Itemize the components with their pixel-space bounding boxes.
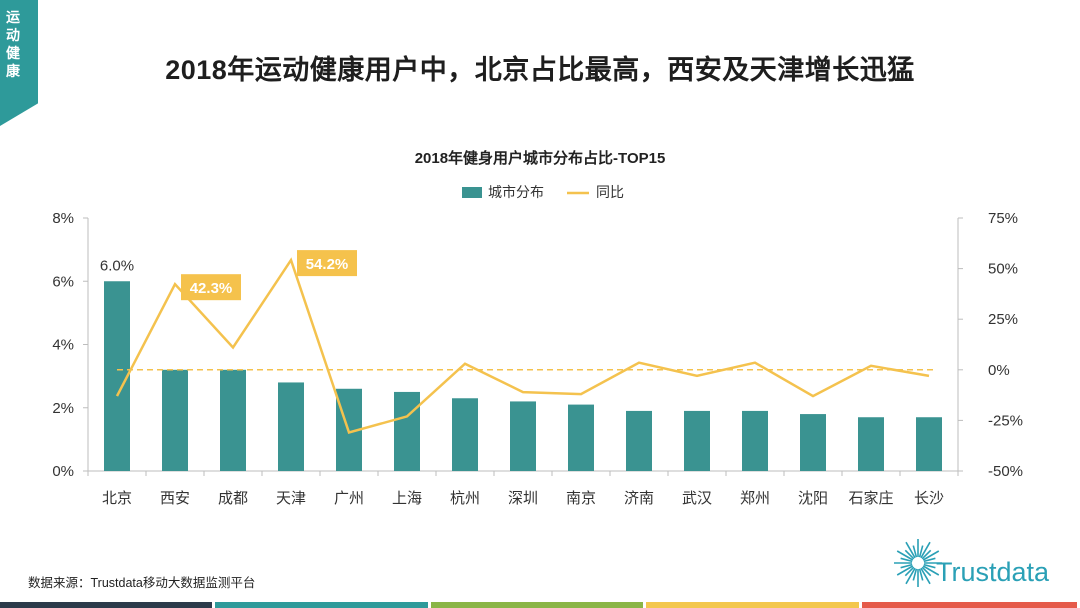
bar [510, 401, 536, 471]
section-tag [0, 0, 38, 126]
combo-chart: 2018年健身用户城市分布占比-TOP15 城市分布 同比 0% 2% 4% 6% 8% -50… [52, 149, 1023, 507]
logo-ray [920, 567, 931, 585]
category-label: 成都 [218, 490, 248, 507]
right-tick-label: -25% [988, 412, 1023, 429]
bar [684, 410, 710, 471]
category-label: 广州 [334, 490, 364, 507]
trustdata-logo-icon [894, 539, 942, 587]
category-label: 武汉 [682, 490, 712, 507]
category-label: 长沙 [914, 490, 944, 507]
section-tag-label: 运动健康 [6, 9, 20, 79]
line-data-label: 54.2% [306, 256, 349, 273]
footer-segment-1 [0, 602, 213, 608]
category-label: 杭州 [450, 490, 480, 507]
logo-ray [912, 568, 918, 581]
logo-ray [922, 550, 940, 561]
category-label: 济南 [624, 490, 654, 507]
line-data-label: 42.3% [190, 280, 233, 297]
footer-segment-3 [430, 602, 644, 608]
legend-swatch-bar [462, 187, 482, 198]
bar [742, 410, 768, 471]
footer-segment-2 [215, 602, 428, 608]
bar [800, 414, 826, 471]
logo-ray [912, 545, 918, 558]
trustdata-logo-text: Trustdata [936, 557, 1050, 587]
logo-ray [896, 550, 914, 561]
right-tick-label: 75% [988, 210, 1018, 227]
category-label: 沈阳 [798, 490, 828, 507]
left-tick-label: 6% [52, 273, 74, 290]
footer-segment-4 [646, 602, 859, 608]
logo-ray [920, 541, 931, 559]
right-tick-label: -50% [988, 463, 1023, 480]
category-label: 上海 [392, 490, 422, 507]
legend-label-bar: 城市分布 [488, 184, 544, 200]
logo-ray [900, 557, 913, 563]
category-label: 南京 [566, 490, 596, 507]
right-tick-label: 0% [988, 362, 1010, 379]
yoy-line [115, 257, 930, 435]
data-source-note: 数据来源：Trustdata移动大数据监测平台 [28, 576, 256, 590]
line-callout-box [181, 274, 241, 301]
right-tick-label: 50% [988, 261, 1018, 278]
line-callout-box [297, 250, 357, 277]
bar [916, 417, 942, 471]
logo-ray [923, 557, 936, 563]
logo-ray [900, 563, 913, 569]
left-tick-label: 4% [52, 337, 74, 354]
logo-ray [921, 566, 932, 577]
bar [104, 281, 130, 471]
bar [452, 398, 478, 471]
logo-ray [918, 545, 924, 558]
logo-ray [922, 565, 940, 576]
logo-ray [905, 541, 916, 559]
bar [626, 410, 652, 471]
bar [162, 369, 188, 471]
category-label: 郑州 [740, 490, 770, 507]
left-tick-label: 2% [52, 400, 74, 417]
bar-data-label: 6.0% [100, 257, 134, 274]
left-tick-label: 0% [52, 463, 74, 480]
footer-segment-5 [861, 602, 1078, 608]
chart-title: 2018年健身用户城市分布占比-TOP15 [415, 149, 666, 167]
logo-ray [918, 568, 924, 581]
category-label: 深圳 [508, 490, 538, 507]
logo-ray [904, 549, 915, 560]
logo-ray [904, 566, 915, 577]
left-tick-label: 8% [52, 210, 74, 227]
footer-color-bar [0, 602, 1080, 608]
logo-ray [921, 549, 932, 560]
bar [220, 369, 246, 471]
category-label: 西安 [160, 490, 190, 507]
logo-ray [923, 563, 936, 569]
category-label: 石家庄 [848, 489, 893, 507]
bar [394, 391, 420, 471]
logo-ray [905, 567, 916, 585]
bar [278, 382, 304, 471]
legend-label-line: 同比 [596, 184, 624, 200]
bar [568, 404, 594, 471]
right-tick-label: 25% [988, 311, 1018, 328]
page-headline: 2018年运动健康用户中，北京占比最高，西安及天津增长迅猛 [165, 55, 915, 85]
logo-ray [896, 565, 914, 576]
category-label: 北京 [102, 490, 132, 507]
category-label: 天津 [276, 490, 306, 507]
bar [858, 417, 884, 471]
